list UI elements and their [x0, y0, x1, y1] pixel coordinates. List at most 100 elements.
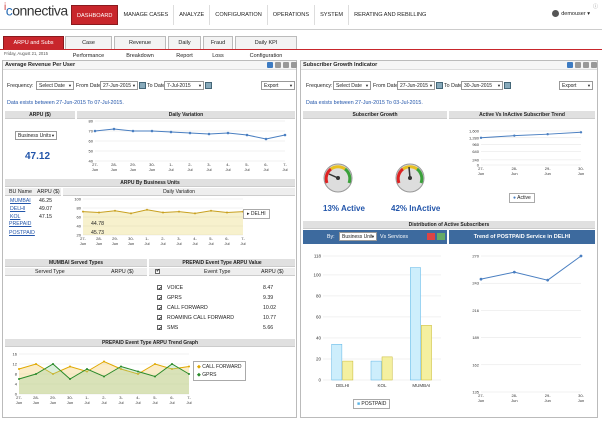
tab-fraud-loss[interactable]: Fraud Loss [203, 36, 233, 59]
frequency-label: Frequency: [306, 83, 333, 89]
x-tick-label: MUMBAI [412, 383, 430, 388]
refresh-icon[interactable] [575, 62, 581, 68]
event-type-col: Event Type [204, 269, 231, 275]
x-tick-label: 28- [33, 395, 39, 400]
close-icon[interactable] [291, 62, 297, 68]
tab-daily-kpi[interactable]: Daily KPI Configuration [235, 36, 297, 59]
row-name[interactable]: DELHI [10, 206, 26, 212]
nav-operations[interactable]: OPERATIONS [268, 5, 316, 25]
row-name[interactable]: PREPAID [9, 221, 32, 227]
row-name[interactable]: POSTPAID [9, 230, 35, 236]
x-tick-label: 1- [145, 236, 149, 241]
nav-analyze[interactable]: ANALYZE [174, 5, 211, 25]
y-tick-label: 243 [472, 281, 479, 286]
x-tick-label: 27- [80, 236, 86, 241]
event-checkbox[interactable] [157, 294, 162, 304]
tab-daily-report[interactable]: Daily Report [168, 36, 201, 59]
calendar-icon[interactable] [205, 82, 212, 89]
x-tick-label: 5- [153, 395, 157, 400]
bu-table-header: BU Name ARPU ($) [5, 188, 61, 196]
row-value: 46.25 [39, 198, 52, 204]
select-all-checkbox[interactable] [155, 268, 160, 274]
legend-call-forward[interactable]: ◆ CALL FORWARD [197, 364, 242, 370]
calendar-icon[interactable] [504, 82, 511, 89]
info-icon[interactable] [567, 62, 573, 68]
tab-case-performance[interactable]: Case Performance [65, 36, 112, 59]
table-view-icon[interactable] [437, 233, 445, 240]
nav-manage-cases[interactable]: MANAGE CASES [118, 5, 175, 25]
event-checkbox[interactable] [157, 304, 162, 314]
from-date-label: From Date: [373, 83, 400, 89]
x-tick-label: Jun [544, 398, 550, 403]
x-tick-label: Jun [511, 398, 517, 403]
export-select[interactable]: Export [559, 81, 593, 90]
calendar-icon[interactable] [139, 82, 146, 89]
row-name[interactable]: MUMBAI [10, 198, 31, 204]
event-checkbox[interactable] [157, 324, 162, 334]
x-tick-label: Jun [578, 171, 584, 176]
row-name: VOICE [167, 285, 184, 291]
from-date-input[interactable]: 27-Jun-2015 [397, 81, 435, 90]
refresh-icon[interactable] [275, 62, 281, 68]
event-checkbox[interactable] [157, 284, 162, 294]
daily-variation-header: Daily Variation [77, 111, 295, 119]
x-tick-label: Jul [101, 400, 106, 405]
postpaid-trend-chart: 13516218921624327027-Jun28-Jun29-Jun30-J… [472, 254, 584, 404]
minimize-icon[interactable] [583, 62, 589, 68]
row-name[interactable]: KOL [10, 214, 21, 220]
subscriber-growth-header: Subscriber Growth [303, 111, 447, 119]
tab-revenue-breakdown[interactable]: Revenue Breakdown [114, 36, 166, 59]
event-checkbox[interactable] [157, 314, 162, 324]
row-name: GPRS [167, 295, 182, 301]
trend-graph-header: PREPAID Event Type ARPU Trend Graph [5, 339, 295, 347]
to-date-label: To Date: [147, 83, 167, 89]
data-point [52, 363, 54, 365]
nav-configuration[interactable]: CONFIGURATION [210, 5, 268, 25]
to-date-input[interactable]: 30-Jun-2015 [461, 81, 503, 90]
legend-delhi[interactable]: ▸ DELHI [243, 209, 270, 219]
x-tick-label: 30- [67, 395, 73, 400]
by-select[interactable]: Business Unit [339, 232, 377, 241]
x-tick-label: 28- [511, 393, 517, 398]
chart-type-icon[interactable] [427, 233, 435, 240]
data-point [579, 131, 583, 134]
table-row: ROAMING CALL FORWARD 10.77 [151, 313, 295, 324]
row-value: 10.02 [263, 305, 276, 311]
nav-system[interactable]: SYSTEM [315, 5, 350, 25]
x-tick-label: 28- [111, 162, 117, 167]
from-date-input[interactable]: 27-Jun-2015 [100, 81, 138, 90]
from-date-label: From Date: [76, 83, 103, 89]
export-select[interactable]: Export [261, 81, 295, 90]
tab-arpu[interactable]: ARPU and Subs Growth [3, 36, 64, 59]
nav-rerating[interactable]: RERATING AND REBILLING [354, 12, 427, 18]
legend-postpaid[interactable]: ■ POSTPAID [353, 399, 391, 409]
data-point [18, 368, 20, 370]
data-point [171, 363, 173, 365]
x-tick-label: 1- [85, 395, 89, 400]
user-menu[interactable]: demouser ▾ [552, 10, 590, 17]
bar [331, 344, 343, 381]
row-name: CALL FORWARD [167, 305, 208, 311]
x-tick-label: 6- [170, 395, 174, 400]
connectiva-logo[interactable]: icconnectivaonnectiva [4, 2, 68, 19]
minimize-icon[interactable] [283, 62, 289, 68]
table-row: VOICE 8.47 [151, 283, 295, 294]
x-tick-label: 5- [245, 162, 249, 167]
data-point [35, 373, 37, 375]
calendar-icon[interactable] [436, 82, 443, 89]
close-icon[interactable] [591, 62, 597, 68]
to-date-input[interactable]: 7-Jul-2015 [164, 81, 204, 90]
help-icon[interactable]: ⓘ [592, 4, 598, 10]
x-tick-label: Jun [50, 400, 56, 405]
bar [370, 360, 382, 381]
frequency-select[interactable]: Select Date [36, 81, 74, 90]
active-percent: 13% Active [323, 204, 365, 213]
x-tick-label: 3- [207, 162, 211, 167]
legend-gprs[interactable]: ◆ GPRS [197, 372, 217, 378]
y-tick-label: 60 [89, 139, 94, 144]
business-units-select[interactable]: Business Units [15, 131, 57, 140]
legend-active[interactable]: ● Active [509, 193, 535, 203]
nav-dashboard[interactable]: DASHBOARD [71, 5, 119, 25]
info-icon[interactable] [267, 62, 273, 68]
frequency-select[interactable]: Select Date [333, 81, 371, 90]
